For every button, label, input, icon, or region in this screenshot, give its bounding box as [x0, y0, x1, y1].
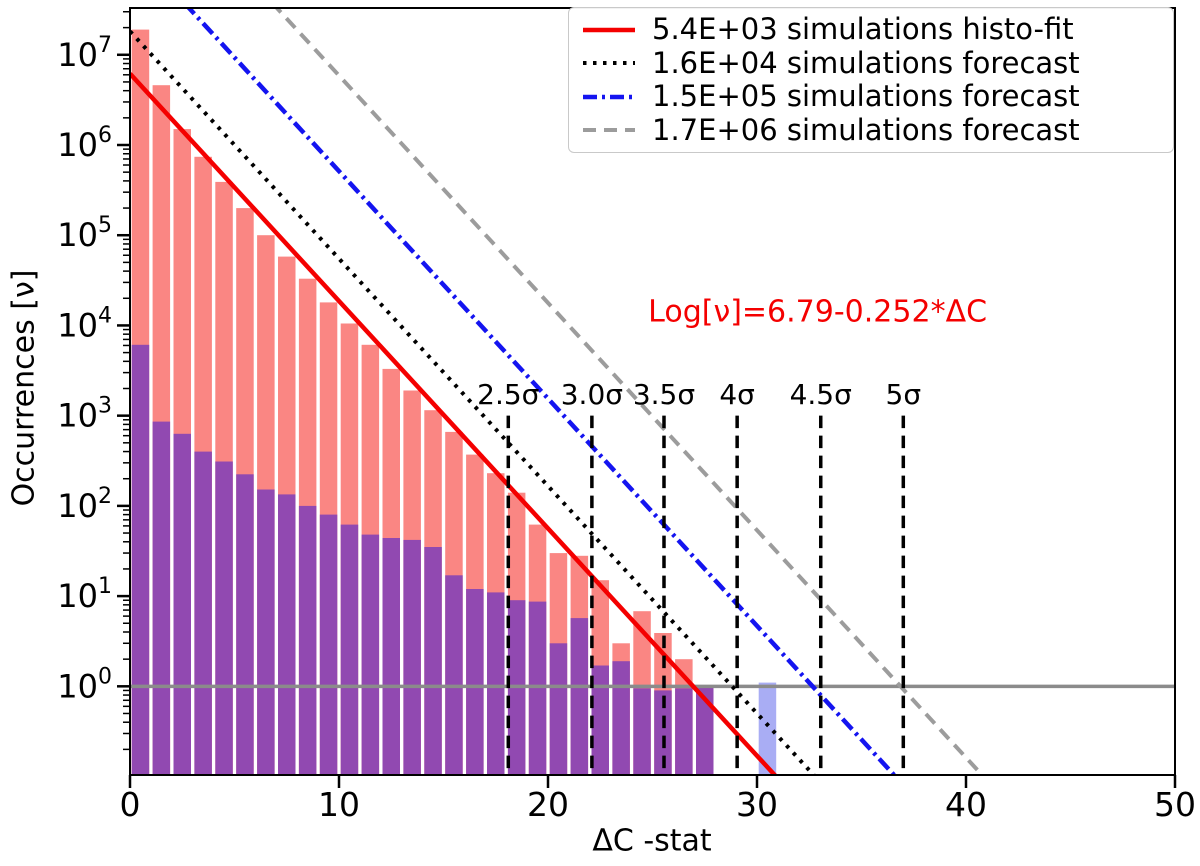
y-tick-label: 107 — [57, 33, 112, 74]
y-tick-label: 102 — [57, 484, 112, 525]
histogram-bar — [528, 601, 547, 775]
legend-entry-forecast-1: 1.6E+04 simulations forecast — [581, 47, 1161, 80]
x-tick-label: 30 — [736, 785, 778, 824]
legend-line-sample-dotted — [583, 61, 635, 66]
histogram-bar — [591, 665, 609, 775]
legend-label: 1.7E+06 simulations forecast — [652, 112, 1080, 147]
x-tick-label: 10 — [318, 785, 360, 824]
histogram-bar — [424, 547, 442, 775]
y-tick-label: 104 — [57, 303, 112, 344]
histogram-bar — [654, 690, 672, 775]
y-tick-label: 103 — [57, 394, 112, 435]
x-axis-ticks: 0 10 20 30 40 50 — [120, 775, 1196, 824]
legend-line-sample-solid — [583, 27, 635, 32]
y-tick-label: 100 — [57, 664, 112, 705]
fit-line-solid — [130, 72, 778, 775]
sigma-label-5: 5σ — [885, 377, 922, 411]
histogram-bar — [361, 534, 380, 775]
legend-line-sample-dashdot — [583, 94, 635, 99]
histogram-bar — [382, 538, 400, 775]
histogram-bar — [319, 514, 338, 775]
y-axis-label: Occurrences [ν] — [6, 269, 42, 507]
y-tick-label: 101 — [57, 574, 112, 615]
histogram-bar — [278, 494, 296, 775]
legend-entry-forecast-3: 1.7E+06 simulations forecast — [581, 114, 1161, 147]
y-tick-label: 106 — [57, 123, 112, 164]
x-tick-label: 50 — [1154, 785, 1196, 824]
histogram-bar — [570, 618, 589, 775]
fit-line-dashed — [274, 8, 985, 775]
legend-entry-histo-fit: 5.4E+03 simulations histo-fit — [581, 13, 1161, 46]
fit-lines — [130, 8, 985, 775]
sigma-label-2p5: 2.5σ — [477, 377, 540, 411]
histogram-bar — [173, 433, 191, 775]
legend-line-sample-dashed — [583, 128, 635, 133]
sigma-label-3p0: 3.0σ — [560, 377, 624, 411]
fit-equation-annotation: Log[ν]=6.79-0.252*ΔC — [648, 294, 988, 330]
legend-label: 5.4E+03 simulations histo-fit — [652, 12, 1074, 47]
histogram-bar — [340, 524, 359, 775]
x-tick-label: 0 — [120, 785, 141, 824]
histogram-bar — [445, 575, 463, 775]
legend-label: 1.6E+04 simulations forecast — [652, 45, 1080, 80]
histogram-bar — [696, 686, 714, 775]
histogram-bar — [487, 592, 505, 775]
histogram-bars — [131, 29, 777, 776]
histogram-bar — [257, 489, 275, 775]
histogram-bar — [194, 451, 212, 775]
histogram-bar — [675, 688, 693, 775]
legend: 5.4E+03 simulations histo-fit 1.6E+04 si… — [568, 7, 1174, 153]
x-tick-label: 40 — [945, 785, 987, 824]
x-tick-label: 20 — [527, 785, 569, 824]
legend-entry-forecast-2: 1.5E+05 simulations forecast — [581, 80, 1161, 113]
histogram-bar — [298, 505, 317, 775]
y-tick-label: 105 — [57, 213, 112, 254]
sigma-label-4p5: 4.5σ — [789, 377, 852, 411]
histogram-bar — [403, 539, 421, 775]
sigma-label-3p5: 3.5σ — [632, 377, 696, 411]
histogram-bar — [236, 474, 254, 775]
x-axis-label: ΔC -stat — [592, 823, 712, 859]
histogram-bar — [758, 682, 777, 775]
histogram-bar — [466, 589, 484, 775]
legend-label: 1.5E+05 simulations forecast — [652, 79, 1080, 114]
histogram-bar — [215, 461, 233, 775]
sigma-label-4: 4σ — [719, 377, 755, 411]
histogram-bar — [633, 688, 651, 775]
histogram-bar — [131, 344, 150, 775]
fit-line-dotted — [130, 29, 817, 775]
histogram-bar — [549, 643, 568, 775]
histogram-bar — [612, 661, 630, 775]
y-axis-ticks: 100 101 102 103 104 105 106 107 — [57, 10, 130, 751]
histogram-bar — [152, 421, 171, 775]
